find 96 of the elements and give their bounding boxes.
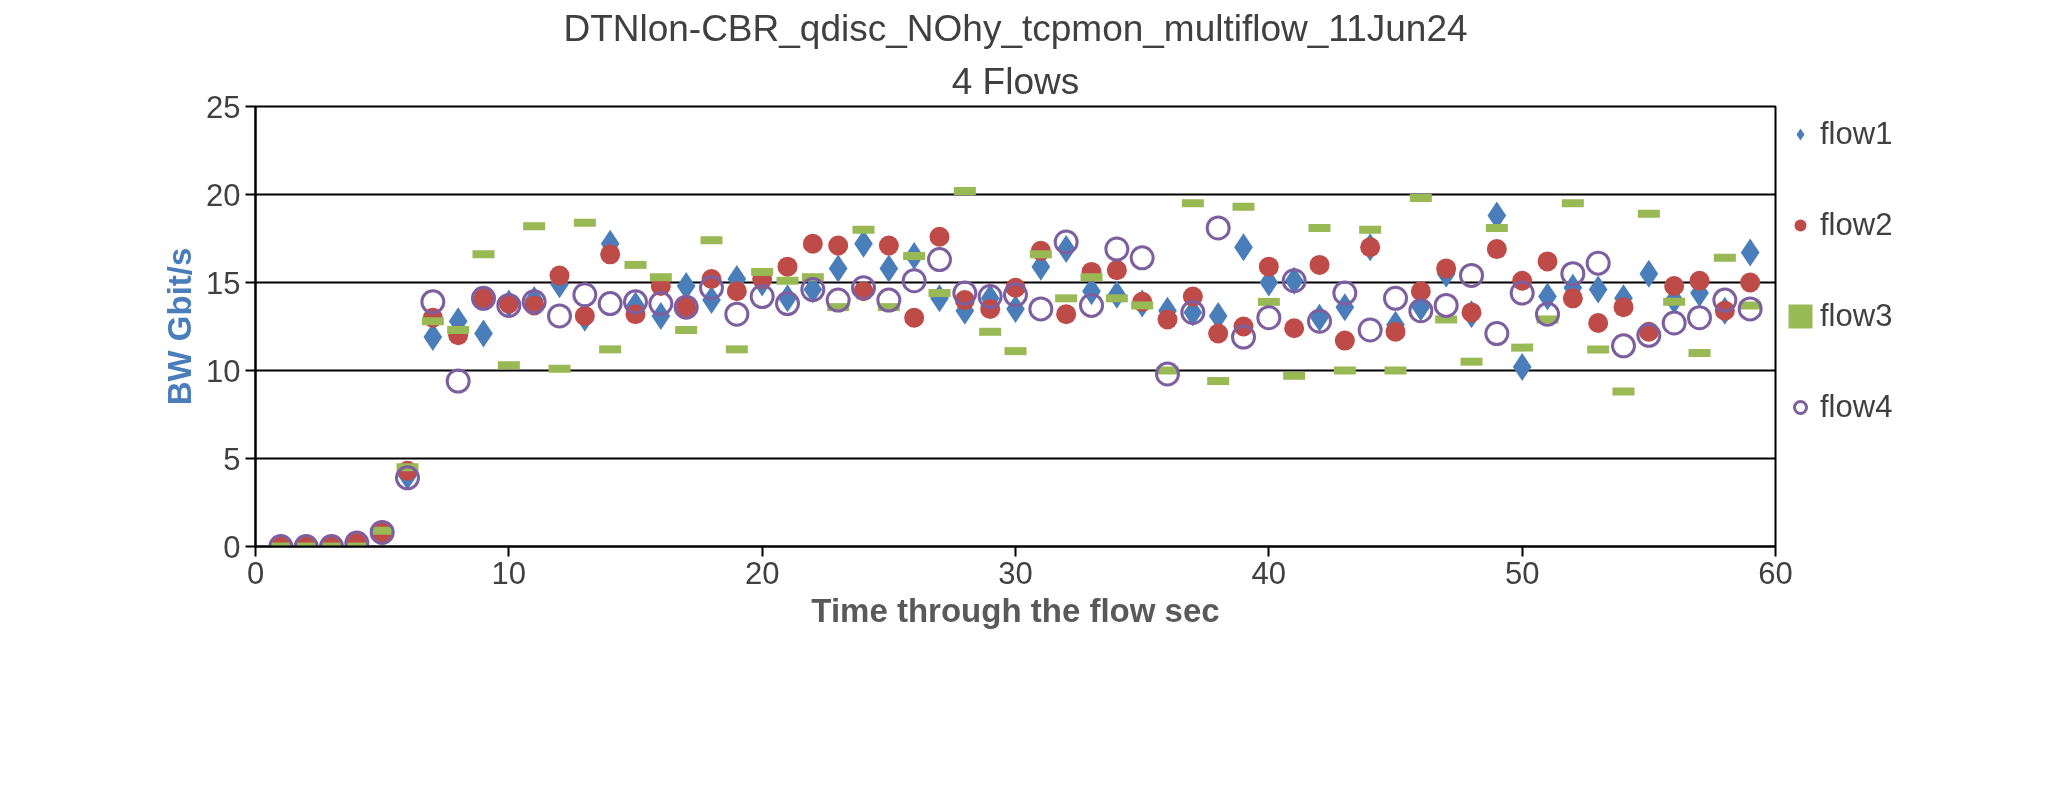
chart-title: DTNlon-CBR_qdisc_NOhy_tcpmon_multiflow_11Jun24 xyxy=(563,7,1468,49)
point xyxy=(1461,302,1482,323)
point xyxy=(420,289,446,315)
y-tick-label: 0 xyxy=(223,529,241,565)
point xyxy=(927,247,952,273)
y-axis-title: BW Gbit/s xyxy=(161,247,199,406)
point xyxy=(445,368,471,394)
point xyxy=(1155,361,1180,387)
point xyxy=(600,244,621,265)
chart-subtitle: 4 Flows xyxy=(951,60,1080,102)
point xyxy=(1408,298,1434,324)
point xyxy=(1104,236,1130,262)
point xyxy=(901,268,927,294)
point xyxy=(549,265,570,286)
point xyxy=(1535,301,1560,327)
point xyxy=(1611,333,1636,359)
legend-label: flow4 xyxy=(1820,389,1893,425)
x-tick-label: 60 xyxy=(1758,555,1793,591)
point xyxy=(648,291,674,317)
point xyxy=(825,287,851,313)
x-tick-label: 30 xyxy=(998,555,1033,591)
y-tick-label: 15 xyxy=(206,265,241,301)
point xyxy=(775,291,800,317)
point xyxy=(724,301,750,327)
point xyxy=(1028,296,1054,322)
point xyxy=(1309,254,1330,275)
point xyxy=(1484,321,1510,347)
point xyxy=(851,275,876,301)
point xyxy=(1737,296,1763,322)
point xyxy=(1231,324,1256,350)
point xyxy=(597,291,623,317)
x-tick-label: 0 xyxy=(246,555,265,591)
point xyxy=(929,226,950,247)
point xyxy=(1588,313,1609,333)
y-tick-label: 25 xyxy=(206,89,241,125)
legend-label: flow1 xyxy=(1820,116,1893,152)
point xyxy=(1613,297,1634,318)
point xyxy=(574,305,595,326)
y-tick-label: 20 xyxy=(206,177,241,213)
point xyxy=(1357,317,1383,343)
point xyxy=(1053,229,1079,255)
point xyxy=(726,281,747,302)
x-tick-label: 10 xyxy=(491,555,527,591)
point xyxy=(904,307,925,328)
point xyxy=(1712,287,1738,313)
point xyxy=(1079,292,1104,318)
x-tick-label: 20 xyxy=(744,555,780,591)
point xyxy=(623,289,648,315)
point xyxy=(1740,272,1761,293)
point xyxy=(1307,308,1332,334)
point xyxy=(1486,239,1507,260)
point xyxy=(572,282,598,308)
point xyxy=(1258,256,1279,277)
y-tick-label: 10 xyxy=(206,353,241,389)
point xyxy=(749,284,775,310)
point xyxy=(1585,250,1611,276)
legend-label: flow2 xyxy=(1820,207,1893,243)
point xyxy=(1157,309,1178,330)
point xyxy=(1385,321,1406,342)
point xyxy=(1562,288,1583,309)
point xyxy=(828,235,849,256)
point xyxy=(1459,262,1484,288)
point xyxy=(1509,280,1535,306)
point xyxy=(878,235,899,256)
point xyxy=(1383,285,1408,311)
point xyxy=(1205,215,1231,241)
point xyxy=(1106,260,1127,281)
point xyxy=(1332,280,1358,306)
point xyxy=(1256,305,1282,331)
point xyxy=(1208,323,1229,344)
point xyxy=(1334,330,1355,351)
point xyxy=(1129,245,1155,271)
point xyxy=(1003,282,1028,308)
point xyxy=(1687,305,1712,331)
point xyxy=(876,287,902,313)
x-tick-label: 50 xyxy=(1504,555,1540,591)
point xyxy=(1433,292,1459,318)
point xyxy=(802,233,823,254)
x-tick-label: 40 xyxy=(1251,555,1287,591)
point xyxy=(1661,310,1687,336)
point xyxy=(1636,322,1662,348)
point xyxy=(1537,251,1558,272)
point xyxy=(699,275,724,301)
point xyxy=(952,280,978,306)
legend-label: flow3 xyxy=(1820,298,1893,334)
y-tick-label: 5 xyxy=(223,441,241,477)
point xyxy=(1284,318,1305,339)
point xyxy=(1560,261,1586,287)
point xyxy=(1689,270,1710,291)
point xyxy=(777,256,798,277)
point xyxy=(1664,276,1685,296)
point xyxy=(547,303,572,329)
point xyxy=(1436,258,1457,279)
x-axis-title: Time through the flow sec xyxy=(811,591,1220,629)
point xyxy=(1056,304,1077,325)
point xyxy=(1410,281,1431,302)
